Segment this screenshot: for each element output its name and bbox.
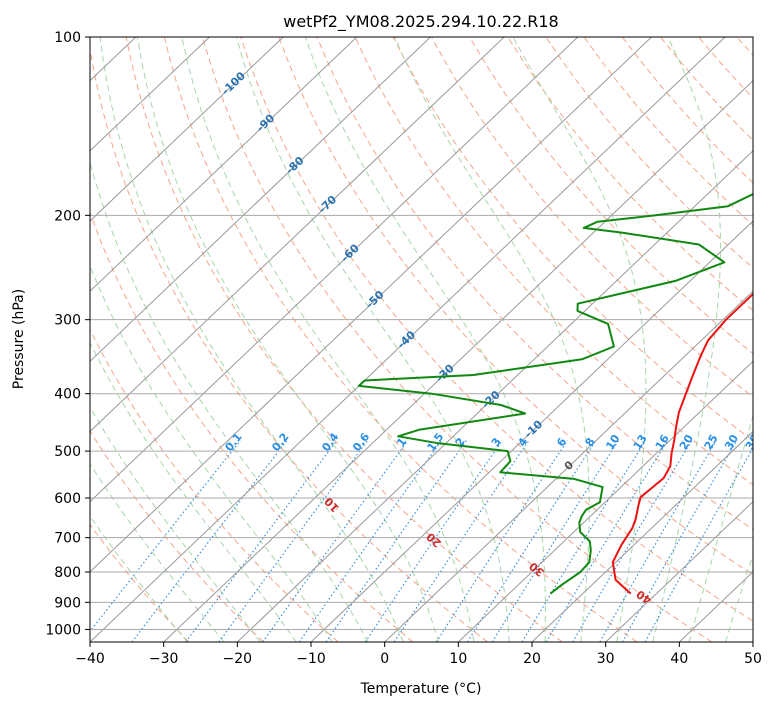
x-tick-label: −30	[149, 651, 179, 667]
dry-adiabat-line	[392, 37, 753, 442]
y-tick-label: 300	[54, 313, 81, 329]
moist-adiabat-line	[688, 413, 753, 642]
dry-adiabat-line	[163, 37, 638, 642]
moist-adiabat-line	[393, 37, 590, 642]
isotherm-line	[90, 37, 726, 642]
x-tick-label: −40	[75, 651, 105, 667]
sounding-profiles	[357, 193, 753, 595]
y-tick-label: 200	[54, 208, 81, 224]
mixing-ratio-line	[545, 440, 669, 642]
isotherm-line	[310, 220, 753, 642]
mixing-ratio-line	[364, 440, 503, 642]
mixing-ratio-line	[185, 440, 338, 642]
isotherm-line	[605, 500, 753, 642]
isotherm-line	[163, 79, 753, 642]
isotherm-line	[90, 37, 652, 573]
y-tick-label: 500	[54, 444, 81, 460]
dewpoint-profile	[357, 193, 753, 595]
dry-adiabat-line	[354, 37, 753, 486]
mixing-ratio-line	[218, 440, 368, 642]
moist-adiabat-line	[90, 264, 333, 642]
isotherm-line	[457, 360, 753, 642]
dry-adiabat-line	[278, 37, 753, 576]
isotherm-line	[531, 430, 753, 642]
dry-adiabat-line	[240, 37, 753, 622]
isotherm-line	[90, 37, 431, 363]
mixing-ratio-line	[298, 440, 442, 642]
mixing-ratio-line	[572, 440, 693, 642]
mixing-ratio-line	[262, 440, 409, 642]
moist-adiabat-line	[90, 405, 261, 642]
isotherm-line	[90, 37, 358, 292]
mixing-ratio-line	[466, 440, 597, 642]
plot-frame	[89, 36, 754, 643]
x-tick-label: 50	[744, 651, 762, 667]
isotherm-line	[384, 290, 753, 642]
dry-adiabat-line	[431, 37, 753, 398]
x-tick-label: −10	[296, 651, 326, 667]
temperature-profile	[611, 292, 753, 595]
x-tick-label: 30	[597, 651, 615, 667]
moist-adiabat-line	[99, 37, 404, 642]
isotherm-line	[90, 37, 505, 433]
isotherm-line	[90, 37, 579, 503]
y-tick-label: 600	[54, 491, 81, 507]
x-tick-label: 10	[449, 651, 467, 667]
dry-adiabat-line	[90, 45, 488, 642]
mixing-ratio-lines	[90, 440, 753, 642]
mixing-ratio-line	[621, 440, 738, 642]
mixing-ratio-line	[521, 440, 647, 642]
isotherms	[90, 37, 753, 642]
pressure-gridlines	[90, 37, 753, 630]
moist-adiabat-line	[725, 553, 753, 642]
dry-adiabat-line	[469, 37, 753, 355]
y-tick-label: 800	[54, 565, 81, 581]
isotherm-line	[90, 37, 210, 152]
moist-adiabat-line	[181, 37, 475, 642]
y-tick-label: 700	[54, 531, 81, 547]
moist-adiabat-line	[652, 37, 721, 642]
mixing-ratio-line	[491, 440, 619, 642]
x-tick-label: −20	[223, 651, 253, 667]
mixing-ratio-line	[435, 440, 568, 642]
moist-adiabat-line	[304, 37, 546, 642]
mixing-ratio-line	[90, 440, 241, 633]
x-tick-label: 0	[380, 651, 389, 667]
isotherm-line	[90, 37, 284, 222]
moist-adiabat-line	[236, 37, 510, 642]
y-tick-label: 1000	[45, 622, 81, 638]
dry-adiabat-line	[125, 37, 563, 642]
plot-area: -100-90-80-70-60-50-40-30-20-10010203040…	[90, 37, 762, 642]
isotherm-line	[236, 150, 753, 642]
chart-title: wetPf2_YM08.2025.294.10.22.R18	[283, 12, 558, 32]
mixing-ratio-label: 36	[743, 432, 762, 452]
moist-adiabat-line	[90, 160, 369, 642]
dry-adiabat-line	[90, 328, 339, 642]
y-tick-label: 100	[54, 30, 81, 46]
mixing-ratio-line	[644, 446, 753, 642]
moist-adiabat-line	[90, 515, 188, 642]
y-tick-label: 900	[54, 595, 81, 611]
x-tick-label: 20	[523, 651, 541, 667]
x-axis: −40 −30 −20 −10 0 10 20 30 40 50	[75, 642, 762, 667]
y-axis: 100 200 300 400 500 600 700 800 900 1000	[45, 30, 90, 638]
moist-adiabat-line	[136, 37, 439, 642]
x-tick-label: 40	[670, 651, 688, 667]
dry-adiabat-line	[507, 37, 753, 312]
x-axis-label: Temperature (°C)	[360, 681, 482, 697]
mixing-ratio-line	[325, 440, 467, 642]
y-axis-label: Pressure (hPa)	[11, 289, 27, 389]
y-tick-label: 400	[54, 387, 81, 403]
